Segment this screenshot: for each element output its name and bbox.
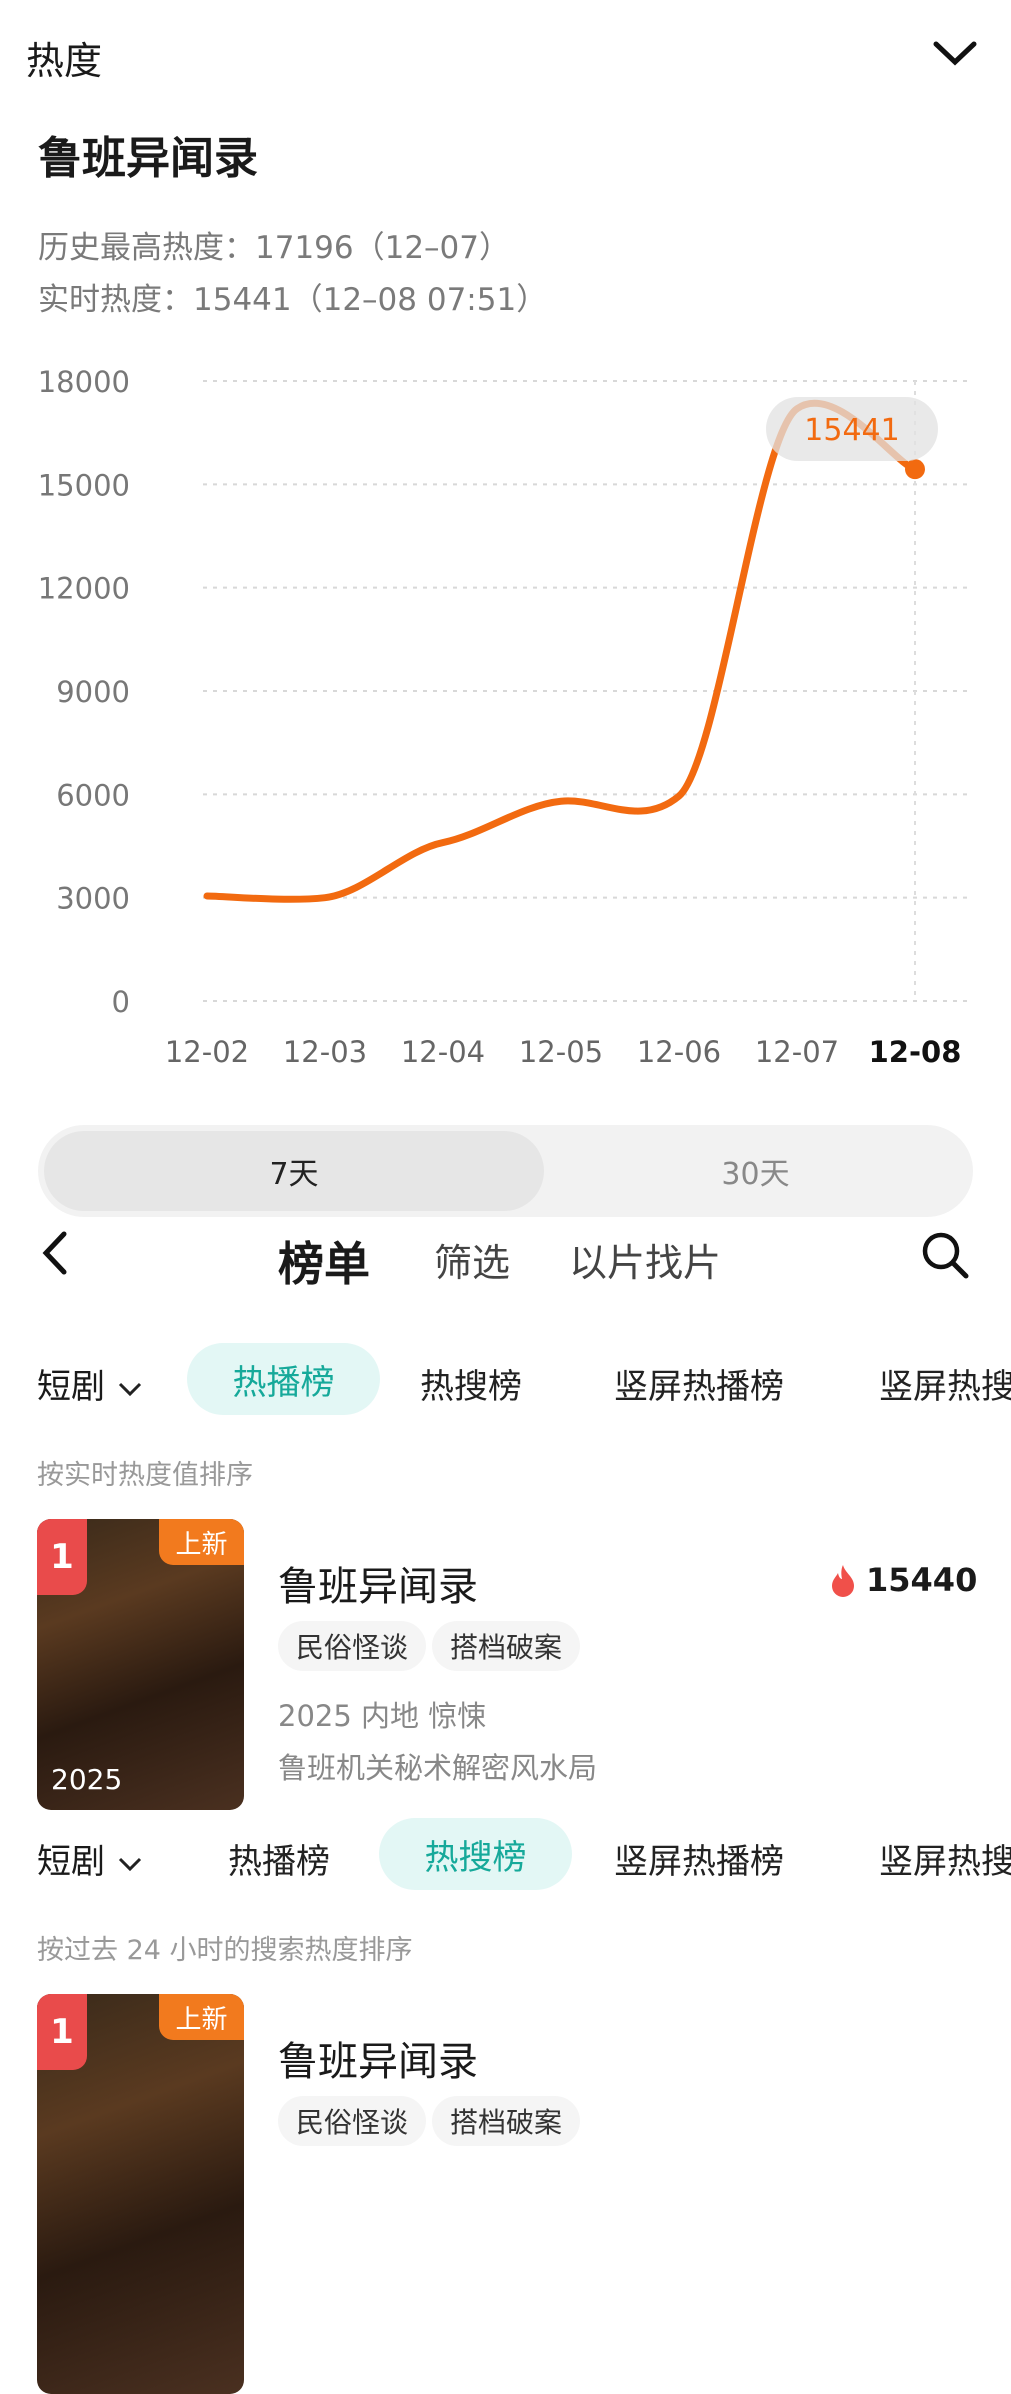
category-label: 短剧 — [37, 1367, 105, 1407]
y-tick-label: 12000 — [38, 572, 130, 606]
tab-2[interactable]: 竖屏热播榜 — [614, 1367, 784, 1407]
value-tooltip — [766, 397, 938, 461]
tab-2[interactable]: 竖屏热播榜 — [614, 1842, 784, 1882]
chevron-down-icon — [118, 1382, 142, 1397]
category-dropdown[interactable]: 短剧 — [37, 1834, 143, 1883]
x-tick-label: 12-03 — [283, 1035, 367, 1069]
data-point — [905, 459, 925, 480]
nav-filter[interactable]: 筛选 — [434, 1241, 511, 1285]
item-title[interactable]: 鲁班异闻录 — [278, 2039, 478, 2085]
poster[interactable]: 1 上新 2025 — [37, 1519, 244, 1810]
tab-0[interactable]: 热播榜 — [187, 1343, 380, 1415]
tag[interactable]: 民俗怪谈 — [278, 2096, 427, 2146]
show-title: 鲁班异闻录 — [38, 133, 258, 184]
range-selector: 7天 30天 — [38, 1125, 973, 1217]
category-dropdown[interactable]: 短剧 — [37, 1359, 143, 1408]
x-tick-label: 12-07 — [755, 1035, 839, 1069]
poster[interactable]: 1 上新 — [37, 1994, 244, 2394]
item-title[interactable]: 鲁班异闻录 — [278, 1564, 478, 1610]
realtime-heat: 实时热度：15441（12–08 07:51） — [38, 282, 548, 318]
x-tick-label: 12-06 — [637, 1035, 721, 1069]
new-badge: 上新 — [159, 1994, 244, 2040]
tooltip-value: 15441 — [804, 413, 899, 448]
range-7d[interactable]: 7天 — [44, 1131, 544, 1211]
y-tick-label: 18000 — [38, 365, 130, 399]
y-tick-label: 3000 — [56, 882, 130, 916]
item-meta: 2025 内地 惊悚 — [278, 1699, 487, 1733]
heat-value: 15440 — [830, 1561, 977, 1599]
back-icon[interactable] — [40, 1230, 70, 1276]
poster-text: 2025 — [51, 1763, 123, 1796]
x-tick-label: 12-05 — [519, 1035, 603, 1069]
tab-3[interactable]: 竖屏热搜 — [879, 1367, 1011, 1407]
x-tick-label: 12-02 — [165, 1035, 249, 1069]
tab-3[interactable]: 竖屏热搜 — [879, 1842, 1011, 1882]
chevron-down-icon — [118, 1857, 142, 1872]
nav-rank[interactable]: 榜单 — [278, 1237, 370, 1291]
x-tick-label: 12-08 — [869, 1035, 962, 1069]
sort-note: 按过去 24 小时的搜索热度排序 — [37, 1935, 413, 1966]
tag[interactable]: 搭档破案 — [432, 1621, 581, 1671]
search-icon[interactable] — [920, 1230, 970, 1280]
flame-icon — [832, 1565, 854, 1597]
header-title: 热度 — [26, 39, 103, 83]
tab-1[interactable]: 热搜榜 — [379, 1818, 572, 1890]
history-high: 历史最高热度：17196（12–07） — [38, 230, 511, 266]
new-badge: 上新 — [159, 1519, 244, 1565]
heat-number: 15440 — [866, 1561, 978, 1599]
sort-note: 按实时热度值排序 — [37, 1460, 253, 1491]
tag[interactable]: 搭档破案 — [432, 2096, 581, 2146]
rank-badge: 1 — [37, 1519, 87, 1595]
chevron-down-icon[interactable] — [932, 38, 978, 68]
range-30d[interactable]: 30天 — [721, 1157, 790, 1192]
tab-1[interactable]: 热搜榜 — [420, 1367, 522, 1407]
rank-badge: 1 — [37, 1994, 87, 2070]
nav-find[interactable]: 以片找片 — [569, 1241, 722, 1285]
heat-chart: 0 3000 6000 9000 12000 15000 18000 12-02 12-03 12… — [38, 365, 969, 1069]
y-tick-label: 15000 — [38, 468, 130, 502]
item-desc: 鲁班机关秘术解密风水局 — [278, 1751, 598, 1785]
category-label: 短剧 — [37, 1842, 105, 1882]
tab-0[interactable]: 热播榜 — [228, 1842, 330, 1882]
x-tick-label: 12-04 — [401, 1035, 485, 1069]
series-line — [203, 399, 919, 903]
y-tick-label: 6000 — [56, 778, 130, 812]
tag[interactable]: 民俗怪谈 — [278, 1621, 427, 1671]
y-tick-label: 9000 — [56, 675, 130, 709]
y-tick-label: 0 — [112, 985, 130, 1019]
